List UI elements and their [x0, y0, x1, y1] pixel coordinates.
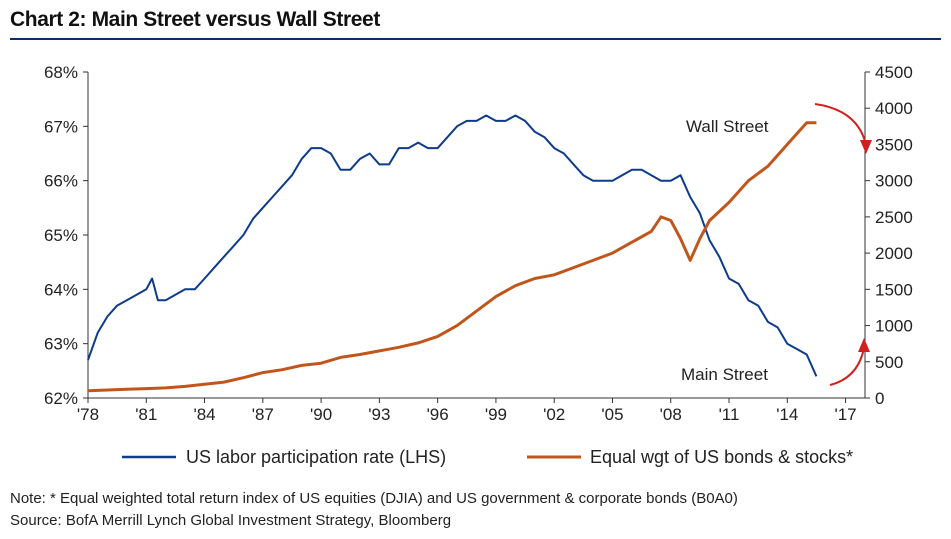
- y-right-tick-label: 3500: [875, 135, 913, 154]
- x-tick-label: '05: [601, 405, 623, 424]
- y-left-tick-label: 62%: [44, 389, 78, 408]
- main-street-arrow: [829, 347, 865, 386]
- chart-note: Note: * Equal weighted total return inde…: [10, 490, 738, 507]
- y-right-tick-label: 4500: [875, 63, 913, 82]
- x-tick-label: '78: [77, 405, 99, 424]
- series-group: [87, 114, 818, 393]
- main-street-arrowhead: [858, 338, 870, 352]
- axes: 62% 63% 64% 65% 66% 67% 68% 0 500 1000 1500 2000 250…: [44, 63, 913, 424]
- chart-source: Source: BofA Merrill Lynch Global Invest…: [10, 512, 452, 529]
- y-right-tick-label: 0: [875, 389, 884, 408]
- y-left-tick-label: 68%: [44, 63, 78, 82]
- legend-label-lhs: US labor participation rate (LHS): [186, 447, 446, 467]
- wall-street-arrowhead: [860, 140, 872, 154]
- y-left-tick-label: 63%: [44, 335, 78, 354]
- y-right-tick-label: 1000: [875, 317, 913, 336]
- y-right-tick-label: 500: [875, 353, 903, 372]
- x-tick-label: '87: [252, 405, 274, 424]
- wall-street-label: Wall Street: [686, 117, 769, 136]
- chart: 62% 63% 64% 65% 66% 67% 68% 0 500 1000 1500 2000 250…: [44, 63, 913, 467]
- legend-label-rhs: Equal wgt of US bonds & stocks*: [590, 447, 853, 467]
- y-left-tick-label: 65%: [44, 226, 78, 245]
- x-tick-label: '90: [310, 405, 332, 424]
- x-tick-label: '93: [368, 405, 390, 424]
- y-left-tick-label: 66%: [44, 172, 78, 191]
- x-tick-label: '17: [834, 405, 856, 424]
- y-right-tick-label: 2000: [875, 244, 913, 263]
- x-tick-label: '11: [719, 405, 740, 424]
- x-tick-label: '84: [193, 405, 215, 424]
- x-tick-label: '02: [543, 405, 565, 424]
- annotations: Wall Street Main Street: [681, 103, 872, 386]
- y-right-tick-label: 1500: [875, 280, 913, 299]
- series-line-labor-participation: [87, 114, 818, 377]
- legend: US labor participation rate (LHS) Equal …: [122, 447, 853, 467]
- x-tick-label: '14: [776, 405, 798, 424]
- series-line-bonds-stocks: [87, 121, 817, 393]
- y-right-tick-label: 4000: [875, 99, 913, 118]
- chart-title: Chart 2: Main Street versus Wall Street: [10, 8, 380, 31]
- main-street-label: Main Street: [681, 365, 768, 384]
- y-left-tick-label: 67%: [44, 117, 78, 136]
- x-tick-label: '96: [427, 405, 449, 424]
- wall-street-arrow: [814, 103, 867, 146]
- y-left-tick-label: 64%: [44, 280, 78, 299]
- y-right-tick-label: 2500: [875, 208, 913, 227]
- y-right-tick-label: 3000: [875, 172, 913, 191]
- title-underline: [10, 38, 941, 40]
- x-tick-label: '08: [660, 405, 682, 424]
- x-tick-label: '99: [485, 405, 507, 424]
- x-tick-label: '81: [135, 405, 157, 424]
